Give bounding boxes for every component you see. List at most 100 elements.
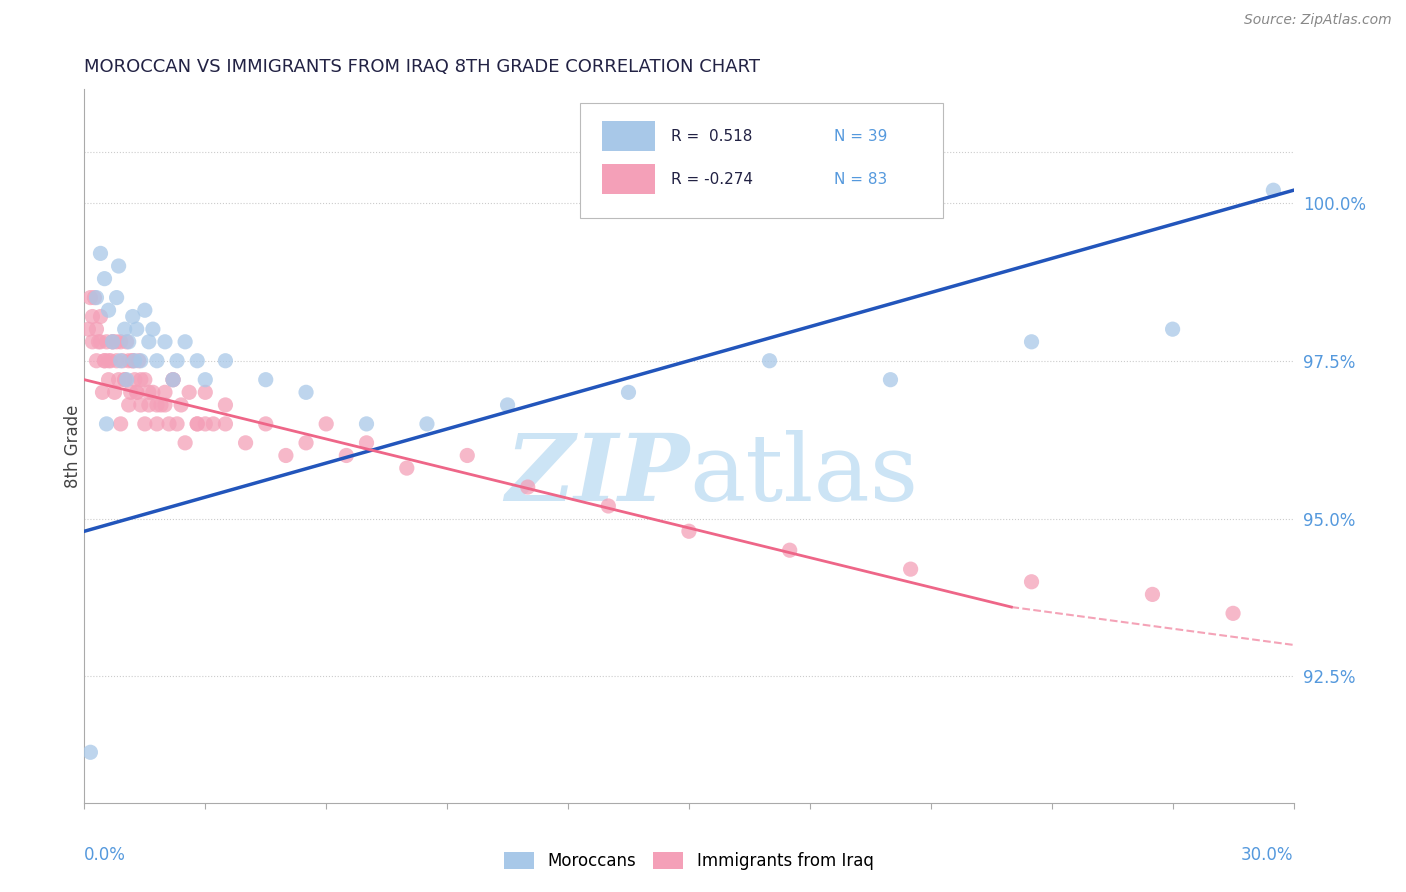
Point	[93, 353, 115, 368]
Point	[89, 310, 111, 324]
Point	[598, 499, 620, 513]
Point	[274, 449, 297, 463]
Point	[146, 353, 169, 368]
Point	[124, 373, 146, 387]
Point	[162, 373, 184, 387]
Point	[779, 543, 801, 558]
Point	[214, 353, 236, 368]
Point	[516, 480, 538, 494]
Point	[496, 398, 519, 412]
Point	[107, 373, 129, 387]
Point	[79, 745, 101, 759]
Point	[174, 435, 197, 450]
Point	[416, 417, 439, 431]
Point	[124, 353, 146, 368]
Point	[86, 353, 108, 368]
Point	[89, 334, 111, 349]
Point	[120, 385, 142, 400]
Point	[153, 385, 176, 400]
FancyBboxPatch shape	[581, 103, 943, 218]
Point	[86, 322, 108, 336]
Point	[153, 398, 176, 412]
Point	[101, 334, 124, 349]
Point	[111, 353, 134, 368]
Point	[295, 385, 318, 400]
Point	[104, 385, 127, 400]
Point	[1021, 334, 1043, 349]
Point	[202, 417, 225, 431]
Point	[129, 398, 152, 412]
Point	[194, 417, 217, 431]
Point	[194, 373, 217, 387]
Point	[166, 417, 188, 431]
Point	[118, 334, 141, 349]
Point	[1142, 587, 1164, 601]
Point	[186, 417, 208, 431]
Point	[100, 353, 122, 368]
Point	[879, 373, 901, 387]
Text: 0.0%: 0.0%	[84, 846, 127, 863]
Text: atlas: atlas	[689, 430, 918, 519]
Text: Source: ZipAtlas.com: Source: ZipAtlas.com	[1244, 13, 1392, 28]
Point	[146, 398, 169, 412]
Point	[96, 417, 118, 431]
Point	[118, 398, 141, 412]
Point	[1263, 183, 1285, 197]
Point	[214, 398, 236, 412]
Point	[115, 373, 138, 387]
Point	[162, 373, 184, 387]
Point	[170, 398, 193, 412]
Point	[121, 353, 143, 368]
Point	[79, 291, 101, 305]
Point	[105, 334, 128, 349]
Point	[96, 334, 118, 349]
Point	[101, 334, 124, 349]
Point	[91, 385, 114, 400]
Point	[107, 259, 129, 273]
Point	[758, 353, 780, 368]
Point	[235, 435, 257, 450]
Point	[254, 417, 277, 431]
Point	[166, 353, 188, 368]
Point	[125, 385, 148, 400]
Text: MOROCCAN VS IMMIGRANTS FROM IRAQ 8TH GRADE CORRELATION CHART: MOROCCAN VS IMMIGRANTS FROM IRAQ 8TH GRA…	[84, 58, 761, 76]
Point	[82, 310, 104, 324]
Point	[125, 385, 148, 400]
Point	[138, 334, 160, 349]
Point	[110, 334, 132, 349]
Point	[87, 334, 110, 349]
Point	[456, 449, 478, 463]
Point	[86, 291, 108, 305]
Point	[395, 461, 418, 475]
Point	[356, 417, 378, 431]
Point	[83, 291, 105, 305]
Point	[214, 417, 236, 431]
Point	[179, 385, 201, 400]
Point	[186, 353, 208, 368]
Point	[174, 334, 197, 349]
Text: ZIP: ZIP	[505, 430, 689, 519]
Point	[115, 334, 138, 349]
Legend: Moroccans, Immigrants from Iraq: Moroccans, Immigrants from Iraq	[498, 845, 880, 877]
Point	[1021, 574, 1043, 589]
Point	[97, 303, 120, 318]
Point	[97, 373, 120, 387]
Text: R = -0.274: R = -0.274	[671, 171, 752, 186]
Point	[114, 373, 136, 387]
Point	[97, 353, 120, 368]
Point	[149, 398, 172, 412]
Point	[101, 334, 124, 349]
Point	[295, 435, 318, 450]
Point	[105, 291, 128, 305]
Point	[315, 417, 337, 431]
Point	[134, 303, 156, 318]
Point	[129, 353, 152, 368]
Point	[114, 373, 136, 387]
Point	[162, 373, 184, 387]
Point	[77, 322, 100, 336]
Point	[142, 322, 165, 336]
Point	[900, 562, 922, 576]
Point	[138, 398, 160, 412]
Point	[110, 417, 132, 431]
Y-axis label: 8th Grade: 8th Grade	[65, 404, 82, 488]
